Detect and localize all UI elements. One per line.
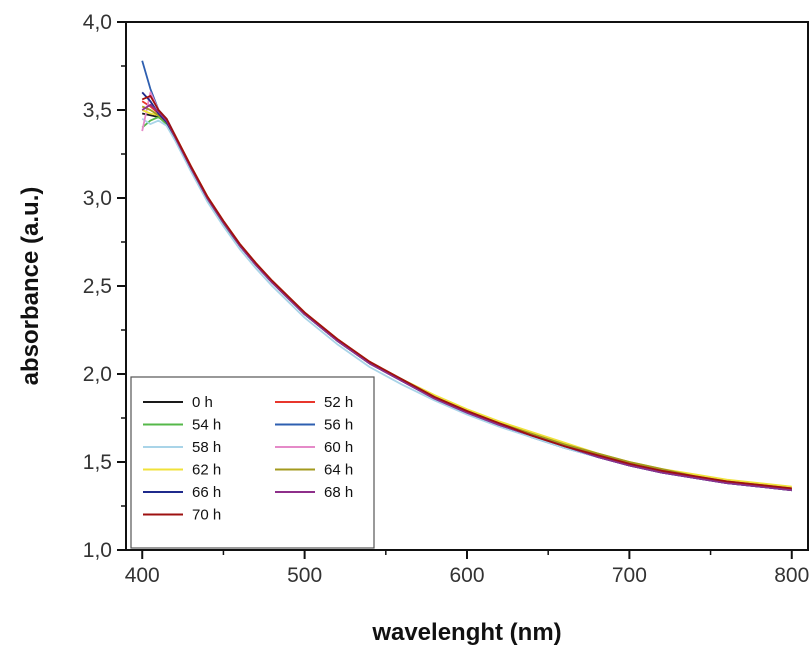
series-layer — [141, 60, 792, 492]
y-axis-title: absorbance (a.u.) — [17, 187, 44, 386]
x-tick-label: 600 — [449, 564, 484, 587]
y-tick-label: 2,0 — [83, 363, 112, 386]
legend-label-2: 54 h — [192, 417, 221, 434]
legend-label-0: 0 h — [192, 394, 213, 411]
legend-label-8: 66 h — [192, 484, 221, 501]
legend-box — [130, 376, 375, 549]
y-tick-label: 4,0 — [83, 11, 112, 34]
y-tick-label: 1,0 — [83, 539, 112, 562]
legend-label-1: 52 h — [324, 394, 353, 411]
x-axis-title: wavelenght (nm) — [371, 619, 561, 646]
legend-label-10: 70 h — [192, 507, 221, 524]
legend-label-3: 56 h — [324, 417, 353, 434]
legend-label-6: 62 h — [192, 462, 221, 479]
legend-label-9: 68 h — [324, 484, 353, 501]
legend: 0 h 52 h 54 h 56 h 58 h 60 h 62 h 64 h 66 h 68 h 7… — [130, 376, 375, 549]
legend-label-7: 64 h — [324, 462, 353, 479]
y-tick-label: 1,5 — [83, 451, 112, 474]
series-line-10 — [141, 95, 792, 490]
ticks-layer: 400 500 600 700 800 1,0 1,5 2,0 2,5 3,0 3,5 4,0 — [83, 11, 809, 587]
y-tick-label: 3,5 — [83, 99, 112, 122]
y-tick-label: 2,5 — [83, 275, 112, 298]
x-tick-label: 700 — [612, 564, 647, 587]
legend-label-4: 58 h — [192, 439, 221, 456]
x-tick-label: 800 — [774, 564, 809, 587]
legend-label-5: 60 h — [324, 439, 353, 456]
y-tick-label: 3,0 — [83, 187, 112, 210]
x-tick-label: 400 — [125, 564, 160, 587]
x-tick-label: 500 — [287, 564, 322, 587]
